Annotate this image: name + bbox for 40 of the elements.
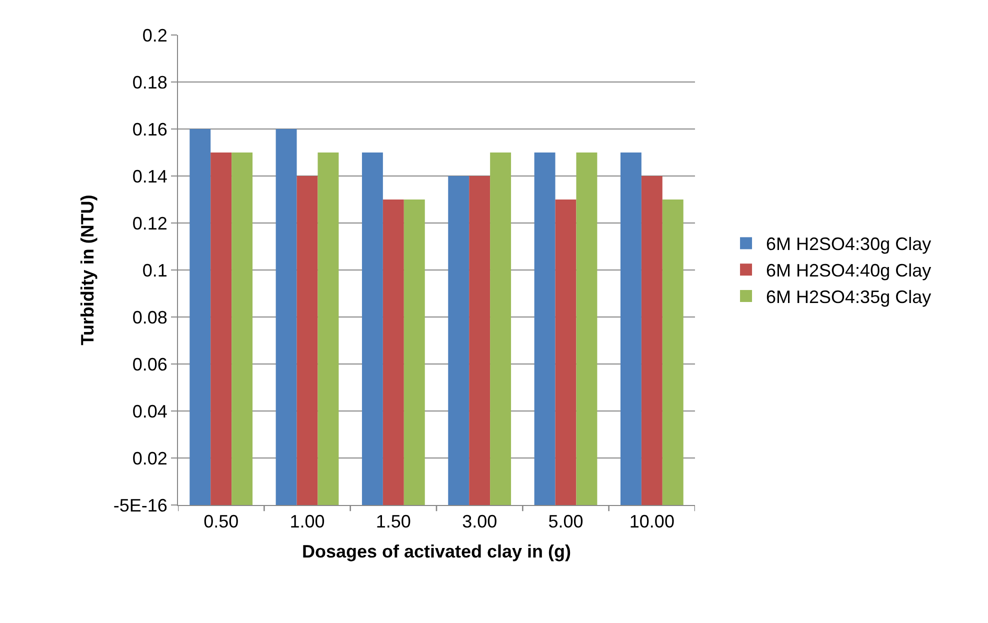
x-tick-label: 10.00: [629, 512, 674, 532]
x-axis-title: Dosages of activated clay in (g): [302, 542, 572, 562]
bar: [210, 152, 232, 505]
bar: [662, 200, 684, 505]
bar: [576, 152, 598, 505]
bar: [296, 176, 318, 505]
y-tick-label: 0.06: [132, 354, 168, 374]
y-tick-label: 0.08: [132, 307, 168, 328]
bar: [232, 152, 253, 505]
bar: [641, 176, 662, 505]
y-tick-label: 0.1: [142, 260, 168, 280]
y-tick-label: -5E-16: [113, 495, 168, 516]
bar: [362, 152, 383, 505]
legend-label: 6M H2SO4:30g Clay: [766, 234, 932, 254]
y-tick-label: 0.02: [132, 448, 168, 468]
bar: [318, 152, 339, 505]
bar: [620, 152, 642, 505]
bar: [404, 200, 425, 505]
bar: [276, 129, 297, 505]
y-tick-label: 0.12: [132, 213, 168, 234]
bar: [190, 129, 211, 505]
y-tick-label: 0.04: [132, 401, 168, 422]
y-tick-label: 0.14: [132, 166, 168, 186]
legend-label: 6M H2SO4:40g Clay: [766, 260, 932, 281]
bar: [382, 200, 404, 505]
x-tick-label: 3.00: [462, 512, 498, 532]
x-tick-label: 0.50: [204, 512, 239, 532]
y-tick-label: 0.2: [142, 25, 168, 46]
y-tick-label: 0.16: [132, 119, 168, 140]
y-axis-title: Turbidity in (NTU): [78, 194, 98, 346]
bar: [490, 152, 512, 505]
legend-label: 6M H2SO4:35g Clay: [766, 287, 932, 308]
bar: [555, 200, 576, 505]
x-tick-label: 1.50: [376, 512, 411, 532]
x-tick-label: 5.00: [548, 512, 584, 532]
bar: [469, 176, 490, 505]
x-tick-label: 1.00: [290, 512, 325, 532]
bar: [448, 176, 470, 505]
bar: [534, 152, 556, 505]
y-tick-label: 0.18: [132, 72, 168, 92]
